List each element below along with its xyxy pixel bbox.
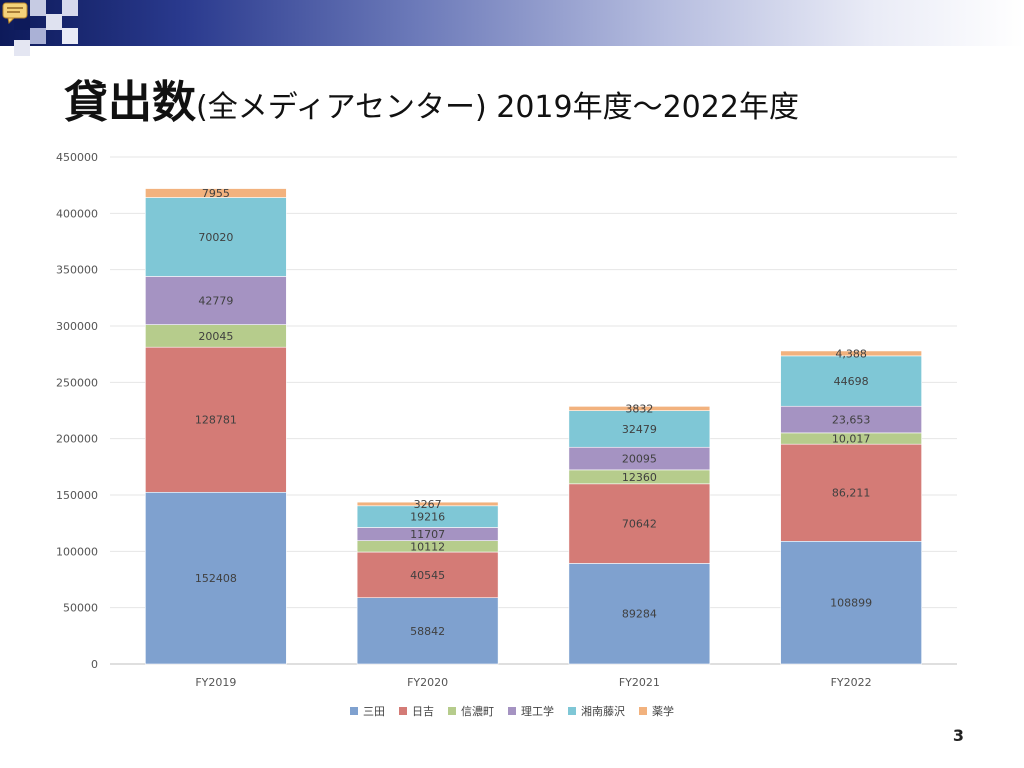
decorative-squares — [0, 0, 120, 64]
y-tick-label: 200000 — [56, 433, 98, 446]
data-label: 19216 — [410, 511, 445, 524]
bar-segment — [568, 406, 711, 411]
legend-swatch — [639, 707, 647, 715]
y-tick-label: 450000 — [56, 151, 98, 164]
data-label: 11707 — [410, 528, 445, 541]
legend-item: 信濃町 — [448, 703, 494, 719]
bar-segment — [780, 541, 922, 665]
legend-label: 信濃町 — [461, 705, 494, 718]
bar-segment — [145, 491, 287, 665]
bar-segment — [780, 355, 922, 407]
legend-swatch — [399, 707, 407, 715]
x-tick-label: FY2021 — [619, 676, 660, 689]
y-tick-label: 350000 — [56, 264, 98, 277]
slide-title-main: 貸出数 — [64, 77, 196, 128]
legend-item: 三田 — [350, 703, 385, 719]
bar-segment — [356, 597, 499, 665]
legend-label: 理工学 — [521, 705, 554, 718]
legend-item: 薬学 — [639, 703, 674, 719]
legend-swatch — [568, 707, 576, 715]
data-label: 32479 — [622, 423, 657, 436]
y-tick-label: 0 — [91, 658, 98, 671]
data-labels-layer: 152408 128781 20045 42779 70020 7955 58842 4054… — [195, 187, 872, 638]
bar-segment — [356, 501, 499, 507]
x-tick-label: FY2019 — [195, 676, 236, 689]
legend-swatch — [350, 707, 358, 715]
y-tick-label: 100000 — [56, 545, 98, 558]
y-tick-label: 300000 — [56, 320, 98, 333]
data-label: 10,017 — [832, 433, 871, 446]
bar-segment — [145, 346, 287, 493]
top-decorative-band — [0, 0, 1024, 46]
bar-segment — [568, 483, 711, 564]
legend-label: 三田 — [363, 705, 385, 718]
data-label: 12360 — [622, 471, 657, 484]
x-tick-label: FY2022 — [831, 676, 872, 689]
data-label: 7955 — [202, 187, 230, 200]
data-label: 58842 — [410, 625, 445, 638]
y-tick-label: 50000 — [63, 602, 98, 615]
bar-segment — [145, 276, 287, 325]
bar-segment — [145, 188, 287, 198]
data-label: 20095 — [622, 453, 657, 466]
data-label: 3832 — [625, 402, 653, 415]
slide-title-sub: (全メディアセンター) 2019年度～2022年度 — [196, 90, 799, 125]
legend-item: 湘南藤沢 — [568, 703, 625, 719]
bar-segment — [780, 443, 922, 542]
legend-item: 日吉 — [399, 703, 434, 719]
legend-label: 湘南藤沢 — [581, 705, 625, 718]
data-label: 152408 — [195, 572, 237, 585]
chart-canvas: 0 50000 100000 150000 200000 250000 300000 3500… — [56, 151, 957, 689]
chart-legend: 三田 日吉 信濃町 理工学 湘南藤沢 薬学 — [0, 702, 1024, 720]
data-label: 44698 — [834, 375, 869, 388]
data-label: 23,653 — [832, 414, 871, 427]
legend-label: 薬学 — [652, 705, 674, 718]
data-label: 4,388 — [835, 347, 867, 360]
data-label: 40545 — [410, 569, 445, 582]
data-label: 10112 — [410, 540, 445, 553]
legend-swatch — [448, 707, 456, 715]
x-tick-label: FY2020 — [407, 676, 448, 689]
legend-swatch — [508, 707, 516, 715]
data-label: 70020 — [198, 231, 233, 244]
data-label: 86,211 — [832, 487, 871, 500]
data-label: 108899 — [830, 597, 872, 610]
legend-item: 理工学 — [508, 703, 554, 719]
bar-segment — [145, 197, 287, 277]
y-tick-label: 150000 — [56, 489, 98, 502]
comment-icon[interactable] — [2, 2, 28, 24]
data-label: 89284 — [622, 608, 657, 621]
y-tick-label: 400000 — [56, 207, 98, 220]
slide-title: 貸出数(全メディアセンター) 2019年度～2022年度 — [64, 66, 799, 130]
bar-segment — [780, 350, 922, 357]
bars-layer — [145, 188, 922, 665]
axis-layer: 0 50000 100000 150000 200000 250000 300000 3500… — [56, 151, 872, 689]
page-number: 3 — [952, 726, 964, 745]
bar-segment — [568, 563, 711, 665]
data-label: 128781 — [195, 414, 237, 427]
bar-segment — [568, 410, 711, 448]
data-label: 42779 — [198, 295, 233, 308]
bar-segment — [356, 551, 499, 599]
stacked-bar-chart: 0 50000 100000 150000 200000 250000 300000 3500… — [20, 145, 1000, 725]
data-label: 3267 — [414, 498, 442, 511]
y-tick-label: 250000 — [56, 376, 98, 389]
data-label: 70642 — [622, 518, 657, 531]
data-label: 20045 — [198, 330, 233, 343]
bar-segment — [780, 405, 922, 434]
legend-label: 日吉 — [412, 705, 434, 718]
